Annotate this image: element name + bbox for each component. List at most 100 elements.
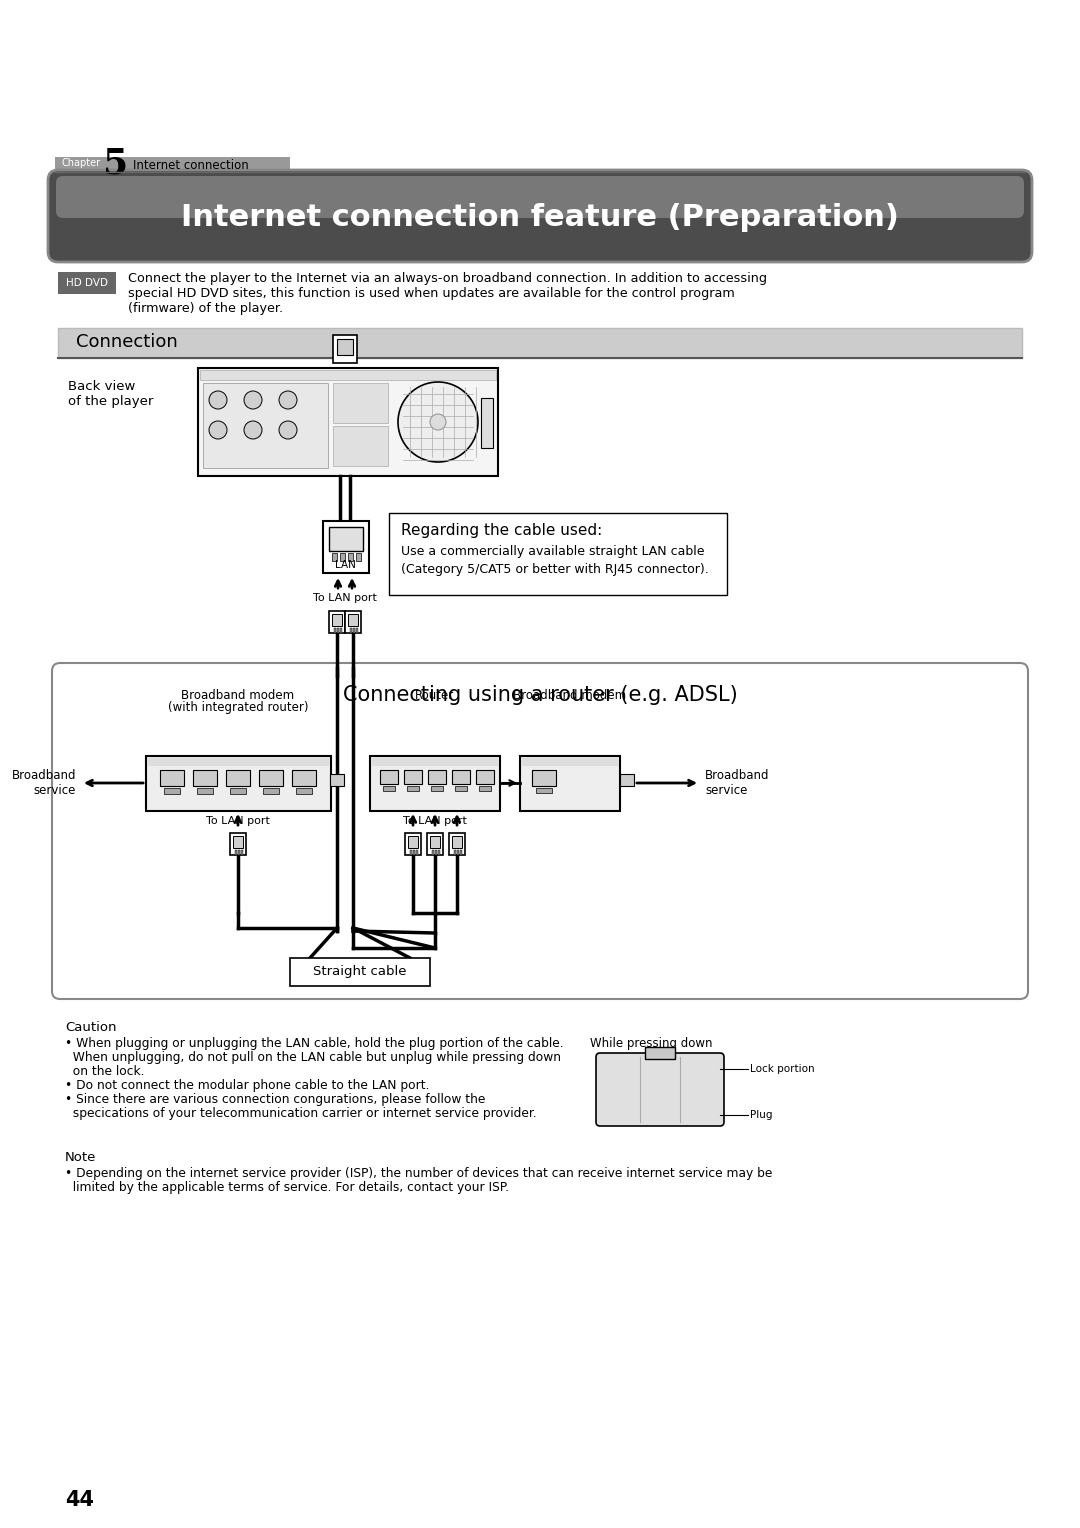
Bar — [620, 775, 634, 785]
Bar — [291, 958, 430, 986]
Bar — [430, 836, 440, 848]
Bar — [345, 611, 361, 633]
Bar — [164, 788, 180, 795]
Bar — [427, 833, 443, 856]
Bar — [197, 788, 213, 795]
Text: Broadband
service: Broadband service — [12, 769, 76, 798]
Bar — [296, 788, 312, 795]
Bar — [481, 397, 492, 448]
Text: Internet connection: Internet connection — [133, 159, 248, 173]
Bar — [200, 370, 496, 380]
Bar — [356, 553, 361, 561]
Bar — [337, 339, 353, 354]
Bar — [332, 614, 342, 626]
Bar — [235, 850, 237, 856]
Circle shape — [244, 422, 262, 439]
Bar — [428, 770, 446, 784]
Bar — [330, 775, 345, 785]
Text: Chapter: Chapter — [62, 157, 102, 168]
Text: To LAN port: To LAN port — [313, 593, 377, 604]
Bar — [198, 368, 498, 477]
Bar — [454, 850, 456, 856]
Bar — [340, 553, 345, 561]
FancyBboxPatch shape — [48, 170, 1032, 261]
Text: (firmware) of the player.: (firmware) of the player. — [129, 303, 283, 315]
Bar — [238, 850, 240, 856]
Text: To LAN port: To LAN port — [206, 816, 270, 827]
Text: (Category 5/CAT5 or better with RJ45 connector).: (Category 5/CAT5 or better with RJ45 con… — [401, 562, 708, 576]
Bar — [58, 329, 1022, 358]
Bar — [337, 628, 339, 633]
Bar — [350, 628, 352, 633]
Bar — [431, 785, 443, 792]
Text: Broadband
service: Broadband service — [705, 769, 769, 798]
Bar — [455, 785, 467, 792]
Circle shape — [279, 391, 297, 410]
Bar — [348, 553, 353, 561]
Bar — [148, 758, 329, 766]
Bar — [435, 850, 437, 856]
Bar — [536, 788, 552, 793]
FancyBboxPatch shape — [56, 176, 1024, 219]
Bar — [329, 611, 345, 633]
Bar — [460, 850, 462, 856]
Bar — [55, 157, 291, 177]
Circle shape — [210, 422, 227, 439]
Bar — [372, 758, 498, 766]
Bar — [449, 833, 465, 856]
Bar — [532, 770, 556, 785]
Bar — [370, 756, 500, 811]
Text: Broadband modem: Broadband modem — [181, 689, 295, 701]
Bar — [383, 785, 395, 792]
Text: (with integrated router): (with integrated router) — [167, 701, 308, 714]
Circle shape — [210, 391, 227, 410]
Bar — [230, 788, 246, 795]
FancyBboxPatch shape — [52, 663, 1028, 999]
Bar — [416, 850, 418, 856]
Bar — [292, 770, 316, 785]
Text: 44: 44 — [65, 1490, 94, 1510]
Bar — [480, 785, 491, 792]
Text: on the lock.: on the lock. — [65, 1065, 145, 1077]
Bar — [233, 836, 243, 848]
Bar — [333, 384, 388, 423]
Bar — [340, 628, 342, 633]
Text: Back view
of the player: Back view of the player — [68, 380, 153, 408]
Bar — [453, 836, 462, 848]
Text: Connecting using a router (e.g. ADSL): Connecting using a router (e.g. ADSL) — [342, 685, 738, 704]
Bar — [193, 770, 217, 785]
Text: special HD DVD sites, this function is used when updates are available for the c: special HD DVD sites, this function is u… — [129, 287, 734, 299]
Bar — [356, 628, 357, 633]
Bar — [407, 785, 419, 792]
Bar — [146, 756, 330, 811]
FancyBboxPatch shape — [596, 1053, 724, 1126]
Bar — [413, 850, 415, 856]
Bar — [230, 833, 246, 856]
Text: Caution: Caution — [65, 1021, 117, 1034]
Bar — [323, 521, 369, 573]
Bar — [380, 770, 399, 784]
Text: Note: Note — [65, 1151, 96, 1164]
Text: Straight cable: Straight cable — [313, 966, 407, 978]
Bar — [408, 836, 418, 848]
Bar — [203, 384, 328, 468]
Bar — [476, 770, 494, 784]
Circle shape — [279, 422, 297, 439]
Text: Use a commercially available straight LAN cable: Use a commercially available straight LA… — [401, 545, 704, 558]
Bar — [329, 527, 363, 552]
Bar — [259, 770, 283, 785]
Bar — [160, 770, 184, 785]
Text: Plug: Plug — [750, 1109, 772, 1120]
Bar — [432, 850, 434, 856]
Text: Broadband modem: Broadband modem — [513, 689, 626, 701]
Text: To LAN port: To LAN port — [403, 816, 467, 827]
Bar — [353, 628, 355, 633]
Text: 5: 5 — [103, 147, 129, 180]
Text: Router: Router — [416, 689, 455, 701]
Bar — [334, 628, 336, 633]
Text: When unplugging, do not pull on the LAN cable but unplug while pressing down: When unplugging, do not pull on the LAN … — [65, 1051, 561, 1063]
Text: HD DVD: HD DVD — [66, 278, 108, 287]
Bar — [332, 553, 337, 561]
Text: • When plugging or unplugging the LAN cable, hold the plug portion of the cable.: • When plugging or unplugging the LAN ca… — [65, 1038, 564, 1050]
Bar — [264, 788, 279, 795]
